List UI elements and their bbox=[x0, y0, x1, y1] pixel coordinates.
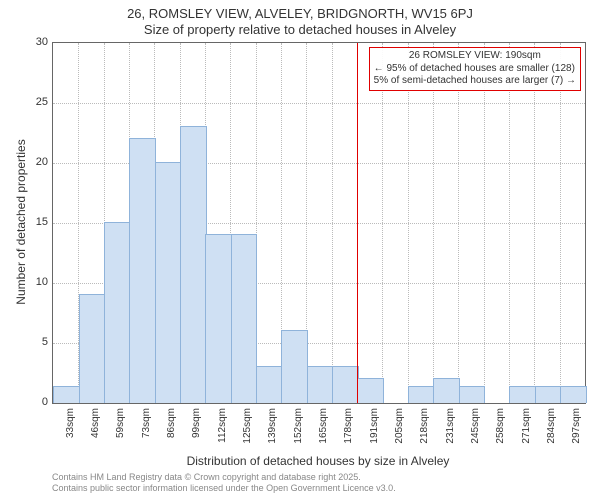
xtick-label: 73sqm bbox=[141, 408, 152, 458]
gridline-v bbox=[433, 43, 434, 403]
xtick-label: 165sqm bbox=[318, 408, 329, 458]
histogram-bar bbox=[433, 378, 460, 403]
xtick-label: 258sqm bbox=[495, 408, 506, 458]
gridline-v bbox=[560, 43, 561, 403]
ytick-label: 10 bbox=[26, 276, 48, 288]
histogram-bar bbox=[180, 126, 207, 403]
xtick-label: 152sqm bbox=[293, 408, 304, 458]
title-block: 26, ROMSLEY VIEW, ALVELEY, BRIDGNORTH, W… bbox=[0, 0, 600, 41]
xtick-label: 99sqm bbox=[191, 408, 202, 458]
xtick-label: 139sqm bbox=[267, 408, 278, 458]
histogram-bar bbox=[408, 386, 435, 403]
histogram-bar bbox=[129, 138, 156, 403]
ytick-label: 0 bbox=[26, 396, 48, 408]
ytick-label: 25 bbox=[26, 96, 48, 108]
xtick-label: 271sqm bbox=[521, 408, 532, 458]
attribution: Contains HM Land Registry data © Crown c… bbox=[52, 472, 396, 494]
annotation-line-2: ← 95% of detached houses are smaller (12… bbox=[374, 63, 576, 76]
gridline-v bbox=[332, 43, 333, 403]
xtick-label: 46sqm bbox=[90, 408, 101, 458]
histogram-bar bbox=[560, 386, 587, 403]
gridline-v bbox=[382, 43, 383, 403]
ytick-label: 15 bbox=[26, 216, 48, 228]
xtick-label: 284sqm bbox=[546, 408, 557, 458]
xtick-label: 86sqm bbox=[166, 408, 177, 458]
gridline-v bbox=[408, 43, 409, 403]
ytick-label: 20 bbox=[26, 156, 48, 168]
histogram-bar bbox=[509, 386, 536, 403]
gridline-v bbox=[458, 43, 459, 403]
histogram-bar bbox=[459, 386, 486, 403]
xtick-label: 297sqm bbox=[571, 408, 582, 458]
histogram-bar bbox=[535, 386, 562, 403]
ytick-label: 30 bbox=[26, 36, 48, 48]
plot-area: 26 ROMSLEY VIEW: 190sqm← 95% of detached… bbox=[52, 42, 586, 404]
histogram-bar bbox=[205, 234, 232, 403]
xtick-label: 245sqm bbox=[470, 408, 481, 458]
histogram-bar bbox=[104, 222, 131, 403]
xtick-label: 191sqm bbox=[369, 408, 380, 458]
histogram-bar bbox=[79, 294, 106, 403]
chart-container: 26, ROMSLEY VIEW, ALVELEY, BRIDGNORTH, W… bbox=[0, 0, 600, 500]
gridline-v bbox=[509, 43, 510, 403]
xtick-label: 33sqm bbox=[65, 408, 76, 458]
ytick-label: 5 bbox=[26, 336, 48, 348]
histogram-bar bbox=[281, 330, 308, 403]
histogram-bar bbox=[256, 366, 283, 403]
gridline-v bbox=[534, 43, 535, 403]
histogram-bar bbox=[307, 366, 334, 403]
histogram-bar bbox=[53, 386, 80, 403]
attribution-line-1: Contains HM Land Registry data © Crown c… bbox=[52, 472, 396, 483]
annotation-line-1: 26 ROMSLEY VIEW: 190sqm bbox=[374, 50, 576, 63]
xtick-label: 205sqm bbox=[394, 408, 405, 458]
gridline-v bbox=[484, 43, 485, 403]
title-line-1: 26, ROMSLEY VIEW, ALVELEY, BRIDGNORTH, W… bbox=[0, 6, 600, 22]
gridline-h bbox=[53, 103, 585, 104]
histogram-bar bbox=[332, 366, 359, 403]
title-line-2: Size of property relative to detached ho… bbox=[0, 22, 600, 38]
attribution-line-2: Contains public sector information licen… bbox=[52, 483, 396, 494]
annotation-box: 26 ROMSLEY VIEW: 190sqm← 95% of detached… bbox=[369, 47, 581, 91]
xtick-label: 112sqm bbox=[217, 408, 228, 458]
xtick-label: 218sqm bbox=[419, 408, 430, 458]
histogram-bar bbox=[357, 378, 384, 403]
histogram-bar bbox=[155, 162, 182, 403]
xtick-label: 125sqm bbox=[242, 408, 253, 458]
xtick-label: 231sqm bbox=[445, 408, 456, 458]
xtick-label: 178sqm bbox=[343, 408, 354, 458]
histogram-bar bbox=[231, 234, 258, 403]
reference-line bbox=[357, 43, 358, 403]
annotation-line-3: 5% of semi-detached houses are larger (7… bbox=[374, 75, 576, 88]
xtick-label: 59sqm bbox=[115, 408, 126, 458]
